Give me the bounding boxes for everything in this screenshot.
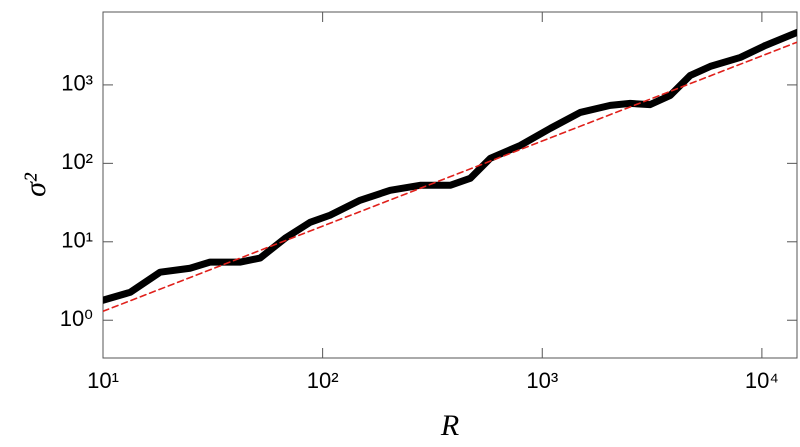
x-tick-label: 10⁴ <box>745 368 779 393</box>
y-axis-label: σ² <box>19 172 52 197</box>
x-tick-label: 10² <box>307 368 339 393</box>
fit-line <box>103 41 797 313</box>
data-line <box>103 28 797 304</box>
y-tick-label: 10¹ <box>61 228 93 253</box>
x-axis-label: R <box>440 409 459 442</box>
x-tick-label: 10¹ <box>87 368 119 393</box>
y-tick-label: 10⁰ <box>60 306 93 331</box>
y-tick-label: 10³ <box>61 71 93 96</box>
plot-frame <box>102 11 798 359</box>
x-tick-label: 10³ <box>526 368 558 393</box>
y-tick-label: 10² <box>61 149 93 174</box>
